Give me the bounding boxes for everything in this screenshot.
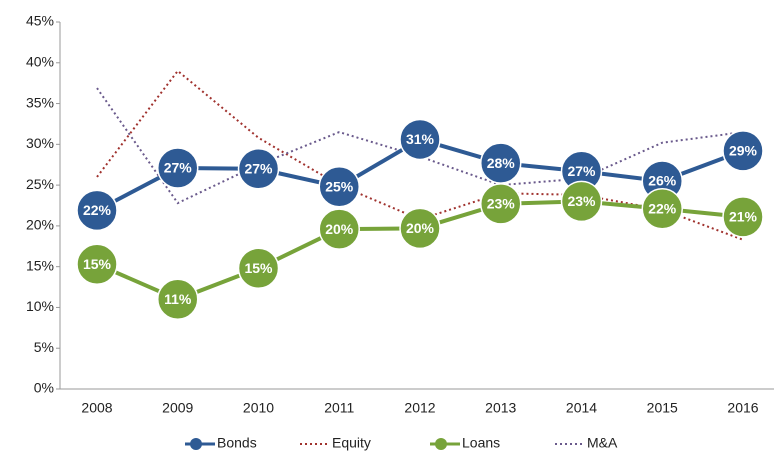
y-tick-label: 25%: [26, 176, 54, 192]
x-tick-label: 2012: [404, 400, 435, 416]
x-tick-label: 2011: [324, 400, 354, 416]
marker: [399, 207, 441, 250]
x-tick-label: 2013: [485, 400, 516, 416]
x-tick-label: 2009: [162, 400, 193, 416]
marker: [237, 148, 280, 190]
x-tick-label: 2008: [81, 400, 112, 416]
marker: [318, 208, 360, 250]
y-tick-label: 5%: [34, 339, 54, 355]
legend-marker: [435, 438, 447, 450]
x-tick-label: 2015: [647, 400, 678, 416]
marker: [399, 118, 441, 161]
data-label: 20%: [325, 221, 354, 237]
x-tick-label: 2014: [566, 400, 597, 416]
y-tick-label: 0%: [34, 380, 54, 396]
y-tick-label: 30%: [26, 135, 54, 151]
y-tick-label: 10%: [26, 298, 54, 314]
x-tick-label: 2016: [727, 400, 758, 416]
marker: [157, 147, 199, 189]
marker: [722, 130, 764, 172]
data-label: 22%: [648, 200, 677, 216]
data-label: 23%: [567, 193, 596, 209]
marker: [76, 243, 118, 285]
marker: [480, 142, 522, 184]
data-label: 20%: [406, 220, 435, 236]
legend-label: Loans: [462, 435, 500, 451]
data-label: 15%: [244, 260, 273, 276]
data-label: 11%: [164, 291, 192, 307]
legend-label: Equity: [332, 435, 371, 451]
marker: [76, 189, 118, 232]
y-tick-label: 15%: [26, 257, 54, 273]
legend-marker: [190, 438, 202, 450]
data-label: 22%: [83, 202, 112, 218]
marker: [560, 180, 603, 223]
data-label: 23%: [487, 196, 516, 212]
y-tick-label: 20%: [26, 217, 54, 233]
marker: [480, 183, 522, 225]
y-tick-label: 40%: [26, 53, 54, 69]
marker: [641, 188, 683, 230]
marker: [157, 278, 199, 321]
data-label: 27%: [244, 161, 273, 177]
data-label: 25%: [325, 178, 354, 194]
y-tick-label: 35%: [26, 94, 54, 110]
data-label: 28%: [487, 155, 516, 171]
data-label: 29%: [729, 143, 758, 159]
marker: [237, 247, 280, 290]
data-label: 21%: [729, 209, 758, 225]
data-label: 27%: [567, 163, 596, 179]
legend-label: Bonds: [217, 435, 257, 451]
data-label: 27%: [164, 160, 193, 176]
marker: [722, 196, 764, 238]
data-label: 15%: [83, 256, 112, 272]
y-tick-label: 45%: [26, 13, 54, 29]
x-tick-label: 2010: [243, 400, 274, 416]
legend-label: M&A: [587, 435, 618, 451]
data-label: 31%: [406, 131, 435, 147]
data-label: 26%: [648, 173, 677, 189]
marker: [318, 165, 360, 208]
